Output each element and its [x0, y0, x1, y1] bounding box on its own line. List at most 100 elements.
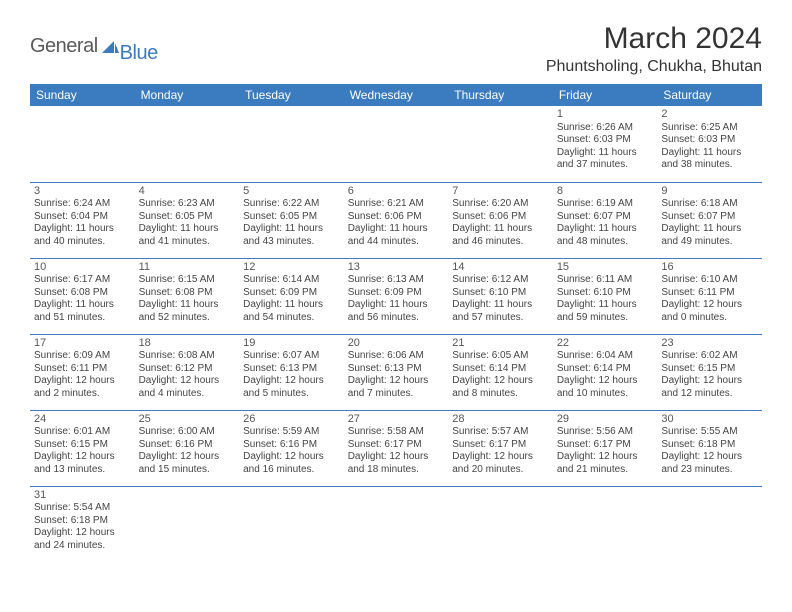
- calendar-row: 17Sunrise: 6:09 AMSunset: 6:11 PMDayligh…: [30, 334, 762, 410]
- cell-daylight1: Daylight: 12 hours: [139, 375, 236, 388]
- cell-sunset: Sunset: 6:13 PM: [243, 363, 340, 376]
- cell-daylight1: Daylight: 11 hours: [34, 299, 131, 312]
- calendar-cell: 19Sunrise: 6:07 AMSunset: 6:13 PMDayligh…: [239, 334, 344, 410]
- cell-daylight2: and 2 minutes.: [34, 388, 131, 401]
- cell-sunset: Sunset: 6:08 PM: [34, 287, 131, 300]
- calendar-cell: 2Sunrise: 6:25 AMSunset: 6:03 PMDaylight…: [657, 106, 762, 182]
- cell-daylight1: Daylight: 11 hours: [661, 147, 758, 160]
- cell-daylight2: and 57 minutes.: [452, 312, 549, 325]
- day-number: 1: [557, 108, 654, 122]
- cell-sunrise: Sunrise: 6:22 AM: [243, 198, 340, 211]
- cell-daylight2: and 43 minutes.: [243, 236, 340, 249]
- cell-daylight2: and 54 minutes.: [243, 312, 340, 325]
- day-number: 13: [348, 261, 445, 275]
- weekday-header: Wednesday: [344, 84, 449, 106]
- cell-sunset: Sunset: 6:09 PM: [348, 287, 445, 300]
- weekday-header: Monday: [135, 84, 240, 106]
- day-number: 7: [452, 185, 549, 199]
- calendar-cell: 18Sunrise: 6:08 AMSunset: 6:12 PMDayligh…: [135, 334, 240, 410]
- cell-daylight2: and 10 minutes.: [557, 388, 654, 401]
- calendar-cell: 9Sunrise: 6:18 AMSunset: 6:07 PMDaylight…: [657, 182, 762, 258]
- day-number: 20: [348, 337, 445, 351]
- calendar-row: 10Sunrise: 6:17 AMSunset: 6:08 PMDayligh…: [30, 258, 762, 334]
- title-block: March 2024 Phuntsholing, Chukha, Bhutan: [546, 22, 762, 76]
- calendar-cell: [448, 106, 553, 182]
- cell-sunrise: Sunrise: 6:20 AM: [452, 198, 549, 211]
- cell-sunrise: Sunrise: 6:21 AM: [348, 198, 445, 211]
- cell-sunset: Sunset: 6:09 PM: [243, 287, 340, 300]
- cell-sunset: Sunset: 6:10 PM: [557, 287, 654, 300]
- cell-daylight1: Daylight: 11 hours: [348, 223, 445, 236]
- cell-daylight2: and 56 minutes.: [348, 312, 445, 325]
- cell-sunset: Sunset: 6:06 PM: [348, 211, 445, 224]
- cell-daylight2: and 46 minutes.: [452, 236, 549, 249]
- cell-sunrise: Sunrise: 6:24 AM: [34, 198, 131, 211]
- calendar-row: 1Sunrise: 6:26 AMSunset: 6:03 PM Daylight…: [30, 106, 762, 182]
- cell-daylight1: Daylight: 11 hours: [557, 223, 654, 236]
- day-number: 18: [139, 337, 236, 351]
- cell-sunrise: Sunrise: 6:06 AM: [348, 350, 445, 363]
- cell-daylight2: and 51 minutes.: [34, 312, 131, 325]
- day-number: 8: [557, 185, 654, 199]
- cell-sunrise: Sunrise: 6:12 AM: [452, 274, 549, 287]
- calendar-cell: [344, 486, 449, 562]
- cell-daylight2: and 13 minutes.: [34, 464, 131, 477]
- cell-sunset: Sunset: 6:14 PM: [557, 363, 654, 376]
- calendar-cell: 8Sunrise: 6:19 AMSunset: 6:07 PMDaylight…: [553, 182, 658, 258]
- cell-daylight2: and 59 minutes.: [557, 312, 654, 325]
- cell-daylight1: Daylight: 12 hours: [348, 375, 445, 388]
- cell-sunrise: Sunrise: 6:26 AM: [557, 122, 654, 135]
- cell-daylight2: and 7 minutes.: [348, 388, 445, 401]
- weekday-header: Sunday: [30, 84, 135, 106]
- cell-sunrise: Sunrise: 6:04 AM: [557, 350, 654, 363]
- cell-sunset: Sunset: 6:11 PM: [661, 287, 758, 300]
- day-number: 23: [661, 337, 758, 351]
- cell-sunset: Sunset: 6:18 PM: [34, 515, 131, 528]
- cell-sunset: Sunset: 6:17 PM: [348, 439, 445, 452]
- cell-daylight1: Daylight: 12 hours: [243, 451, 340, 464]
- cell-daylight1: Daylight: 12 hours: [661, 451, 758, 464]
- cell-daylight2: and 44 minutes.: [348, 236, 445, 249]
- cell-sunrise: Sunrise: 6:15 AM: [139, 274, 236, 287]
- calendar-cell: 29Sunrise: 5:56 AMSunset: 6:17 PMDayligh…: [553, 410, 658, 486]
- cell-sunset: Sunset: 6:05 PM: [139, 211, 236, 224]
- cell-daylight1: Daylight: 11 hours: [243, 299, 340, 312]
- cell-sunset: Sunset: 6:17 PM: [557, 439, 654, 452]
- cell-sunrise: Sunrise: 5:58 AM: [348, 426, 445, 439]
- cell-sunset: Sunset: 6:08 PM: [139, 287, 236, 300]
- cell-sunrise: Sunrise: 5:56 AM: [557, 426, 654, 439]
- calendar-cell: 26Sunrise: 5:59 AMSunset: 6:16 PMDayligh…: [239, 410, 344, 486]
- cell-sunrise: Sunrise: 6:09 AM: [34, 350, 131, 363]
- calendar-cell: 31Sunrise: 5:54 AMSunset: 6:18 PMDayligh…: [30, 486, 135, 562]
- weekday-header: Tuesday: [239, 84, 344, 106]
- cell-daylight1: Daylight: 11 hours: [139, 223, 236, 236]
- calendar-cell: 22Sunrise: 6:04 AMSunset: 6:14 PMDayligh…: [553, 334, 658, 410]
- calendar-cell: [239, 486, 344, 562]
- day-number: 12: [243, 261, 340, 275]
- cell-sunset: Sunset: 6:13 PM: [348, 363, 445, 376]
- cell-sunset: Sunset: 6:03 PM: [557, 134, 654, 147]
- cell-sunrise: Sunrise: 6:18 AM: [661, 198, 758, 211]
- cell-sunrise: Sunrise: 6:00 AM: [139, 426, 236, 439]
- calendar-cell: 6Sunrise: 6:21 AMSunset: 6:06 PMDaylight…: [344, 182, 449, 258]
- day-number: 19: [243, 337, 340, 351]
- cell-sunset: Sunset: 6:16 PM: [243, 439, 340, 452]
- cell-daylight2: and 12 minutes.: [661, 388, 758, 401]
- cell-sunset: Sunset: 6:15 PM: [661, 363, 758, 376]
- logo-text-blue: Blue: [120, 42, 158, 65]
- calendar-table: SundayMondayTuesdayWednesdayThursdayFrid…: [30, 84, 762, 562]
- weekday-header: Thursday: [448, 84, 553, 106]
- cell-daylight2: and 40 minutes.: [34, 236, 131, 249]
- cell-daylight2: and 8 minutes.: [452, 388, 549, 401]
- cell-daylight1: Daylight: 11 hours: [661, 223, 758, 236]
- calendar-cell: 24Sunrise: 6:01 AMSunset: 6:15 PMDayligh…: [30, 410, 135, 486]
- calendar-cell: 17Sunrise: 6:09 AMSunset: 6:11 PMDayligh…: [30, 334, 135, 410]
- calendar-cell: 21Sunrise: 6:05 AMSunset: 6:14 PMDayligh…: [448, 334, 553, 410]
- cell-daylight1: Daylight: 12 hours: [139, 451, 236, 464]
- day-number: 3: [34, 185, 131, 199]
- cell-sunset: Sunset: 6:18 PM: [661, 439, 758, 452]
- cell-daylight2: and 16 minutes.: [243, 464, 340, 477]
- cell-daylight2: and 49 minutes.: [661, 236, 758, 249]
- calendar-cell: 27Sunrise: 5:58 AMSunset: 6:17 PMDayligh…: [344, 410, 449, 486]
- calendar-cell: 4Sunrise: 6:23 AMSunset: 6:05 PMDaylight…: [135, 182, 240, 258]
